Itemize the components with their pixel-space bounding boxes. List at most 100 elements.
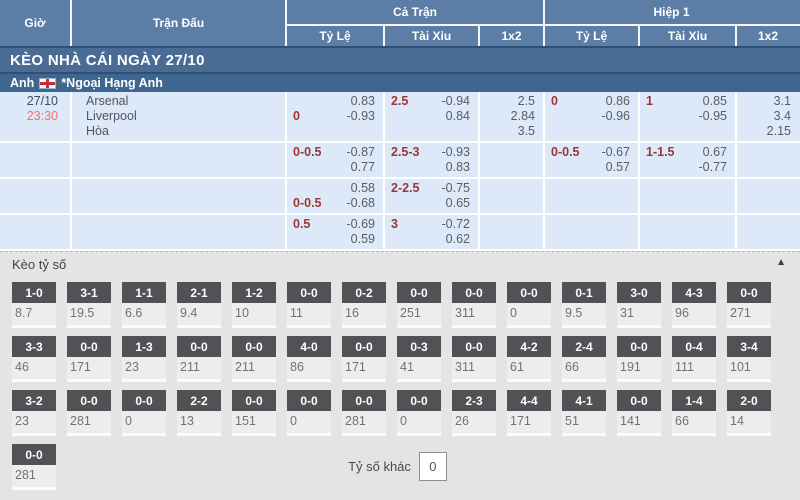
score-odds-value: 281 <box>345 414 366 428</box>
h1-handicap-cell[interactable]: 0 0.86 -0.96 <box>545 92 640 141</box>
collapse-arrow-icon[interactable]: ▲ <box>776 257 786 268</box>
score-odds-cell[interactable]: 0-0 311 <box>452 282 496 328</box>
ft-handicap-cell[interactable]: 0.58 0-0.5 -0.68 <box>287 179 385 213</box>
score-label: 0-0 <box>342 390 386 411</box>
score-odds-value: 211 <box>235 360 255 374</box>
col-header-h1-overunder: Tài Xỉu <box>640 26 737 46</box>
h1-1x2-cell[interactable] <box>737 143 799 177</box>
score-odds-cell[interactable]: 0-0 281 <box>342 390 386 436</box>
score-label: 2-2 <box>177 390 221 411</box>
score-odds-cell[interactable]: 3-3 46 <box>12 336 56 382</box>
score-odds-cell[interactable]: 0-0 0 <box>507 282 551 328</box>
score-odds-cell[interactable]: 0-2 16 <box>342 282 386 328</box>
h1-overunder-cell[interactable] <box>640 215 737 249</box>
ft-handicap-cell[interactable]: 0-0.5 -0.87 0.77 <box>287 143 385 177</box>
score-odds-cell[interactable]: 0-0 0 <box>397 390 441 436</box>
team-name: Hòa <box>86 124 109 138</box>
ft-handicap-cell[interactable]: 0.83 0 -0.93 <box>287 92 385 141</box>
score-label: 0-0 <box>617 336 661 357</box>
score-odds-cell[interactable]: 0-0 0 <box>287 390 331 436</box>
score-odds-cell[interactable]: 2-2 13 <box>177 390 221 436</box>
h1-handicap-cell[interactable]: 0-0.5 -0.67 0.57 <box>545 143 640 177</box>
ft-overunder-cell[interactable]: 2-2.5 -0.75 0.65 <box>385 179 480 213</box>
score-odds-cell[interactable]: 2-3 26 <box>452 390 496 436</box>
score-odds-value: 23 <box>125 360 139 374</box>
score-odds-cell[interactable]: 0-0 271 <box>727 282 771 328</box>
odds-row: 0.5 -0.69 0.59 3 -0.72 0.62 <box>0 215 800 251</box>
score-odds-cell[interactable]: 0-0 151 <box>232 390 276 436</box>
h1-1x2-cell[interactable] <box>737 179 799 213</box>
score-odds-cell[interactable]: 4-3 96 <box>672 282 716 328</box>
score-odds-cell[interactable]: 1-1 6.6 <box>122 282 166 328</box>
score-odds-cell[interactable]: 0-0 141 <box>617 390 661 436</box>
handicap-label: 1-1.5 <box>646 145 675 159</box>
ft-overunder-cell[interactable]: 2.5-3 -0.93 0.83 <box>385 143 480 177</box>
ft-1x2-cell[interactable]: 2.5 2.84 3.5 <box>480 92 545 141</box>
odds-line: 2.84 <box>486 109 535 124</box>
h1-handicap-cell[interactable] <box>545 215 640 249</box>
score-row: 0-0 281 Tỷ số khác <box>0 436 800 490</box>
score-label: 0-0 <box>287 282 331 303</box>
score-odds-cell[interactable]: 4-4 171 <box>507 390 551 436</box>
h1-handicap-cell[interactable] <box>545 179 640 213</box>
score-odds-cell[interactable]: 2-4 66 <box>562 336 606 382</box>
score-odds-cell[interactable]: 0-0 281 <box>12 444 56 490</box>
score-odds-value: 281 <box>70 414 91 428</box>
score-odds-cell[interactable]: 0-0 171 <box>342 336 386 382</box>
score-odds-cell[interactable]: 1-2 10 <box>232 282 276 328</box>
score-odds-cell[interactable]: 0-0 11 <box>287 282 331 328</box>
score-odds-cell[interactable]: 3-0 31 <box>617 282 661 328</box>
h1-overunder-cell[interactable]: 1 0.85 -0.95 <box>640 92 737 141</box>
score-odds-cell[interactable]: 2-0 14 <box>727 390 771 436</box>
score-odds-cell[interactable]: 0-4 111 <box>672 336 716 382</box>
score-odds-cell[interactable]: 0-3 41 <box>397 336 441 382</box>
ft-overunder-cell[interactable]: 2.5 -0.94 0.84 <box>385 92 480 141</box>
h1-1x2-cell[interactable]: 3.1 3.4 2.15 <box>737 92 799 141</box>
col-header-match: Trận Đấu <box>72 0 287 46</box>
score-odds-cell[interactable]: 0-0 311 <box>452 336 496 382</box>
score-odds-cell[interactable]: 0-0 171 <box>67 336 111 382</box>
handicap-label: 0.5 <box>293 217 311 231</box>
score-row: 3-2 23 0-0 281 0-0 0 2-2 13 0-0 151 0-0 0 0-0 281 0-0 0… <box>0 382 800 436</box>
score-odds-cell[interactable]: 0-0 191 <box>617 336 661 382</box>
score-odds-cell[interactable]: 0-0 281 <box>67 390 111 436</box>
score-odds-cell[interactable]: 0-0 211 <box>232 336 276 382</box>
score-odds-cell[interactable]: 3-1 19.5 <box>67 282 111 328</box>
score-label: 0-0 <box>507 282 551 303</box>
score-odds-cell[interactable]: 2-1 9.4 <box>177 282 221 328</box>
odds-line: 0.77 <box>293 160 375 175</box>
score-odds-cell[interactable]: 4-2 61 <box>507 336 551 382</box>
score-odds-cell[interactable]: 3-4 101 <box>727 336 771 382</box>
score-odds-cell[interactable]: 1-3 23 <box>122 336 166 382</box>
other-score-input[interactable] <box>418 452 447 481</box>
odds-line: 0.83 <box>391 160 470 175</box>
handicap-label: 0-0.5 <box>293 196 322 210</box>
h1-1x2-cell[interactable] <box>737 215 799 249</box>
score-label: 0-4 <box>672 336 716 357</box>
ft-1x2-cell[interactable] <box>480 143 545 177</box>
score-label: 0-0 <box>67 336 111 357</box>
score-odds-cell[interactable]: 1-0 8.7 <box>12 282 56 328</box>
score-odds-cell[interactable]: 1-4 66 <box>672 390 716 436</box>
ft-1x2-cell[interactable] <box>480 215 545 249</box>
score-odds-cell[interactable]: 4-0 86 <box>287 336 331 382</box>
league-bar[interactable]: Anh *Ngoại Hạng Anh <box>0 72 800 92</box>
score-odds-value: 14 <box>730 414 744 428</box>
ft-handicap-cell[interactable]: 0.5 -0.69 0.59 <box>287 215 385 249</box>
h1-overunder-cell[interactable] <box>640 179 737 213</box>
h1-overunder-cell[interactable]: 1-1.5 0.67 -0.77 <box>640 143 737 177</box>
score-odds-cell[interactable]: 0-1 9.5 <box>562 282 606 328</box>
score-label: 0-0 <box>397 390 441 411</box>
england-flag-icon <box>39 77 57 89</box>
score-odds-cell[interactable]: 3-2 23 <box>12 390 56 436</box>
ft-1x2-cell[interactable] <box>480 179 545 213</box>
ft-overunder-cell[interactable]: 3 -0.72 0.62 <box>385 215 480 249</box>
score-odds-cell[interactable]: 4-1 51 <box>562 390 606 436</box>
odds-line: 0-0.5 -0.68 <box>293 196 375 211</box>
odds-value: -0.75 <box>441 181 471 195</box>
score-odds-cell[interactable]: 0-0 0 <box>122 390 166 436</box>
score-odds-cell[interactable]: 0-0 251 <box>397 282 441 328</box>
odds-line: 0 -0.93 <box>293 109 375 124</box>
score-label: 3-2 <box>12 390 56 411</box>
score-odds-cell[interactable]: 0-0 211 <box>177 336 221 382</box>
